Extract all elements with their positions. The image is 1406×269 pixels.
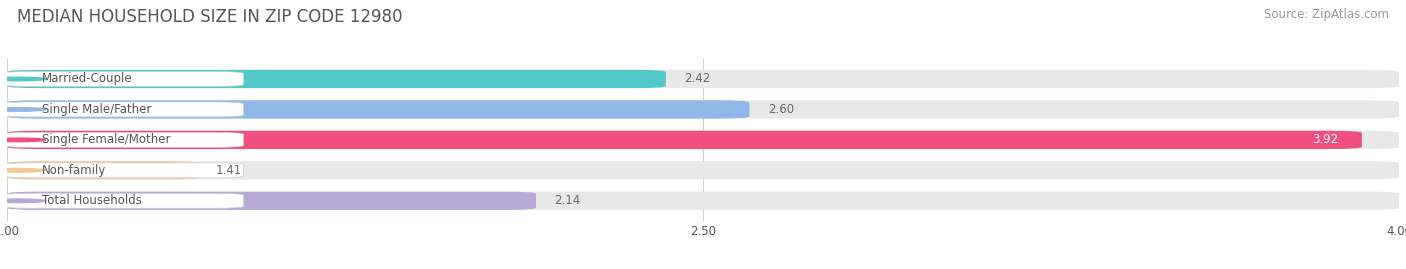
Text: Non-family: Non-family [42,164,107,177]
Circle shape [0,199,45,203]
FancyBboxPatch shape [7,131,1362,149]
Circle shape [0,77,45,81]
Circle shape [0,108,45,111]
Text: 2.60: 2.60 [768,103,794,116]
FancyBboxPatch shape [7,70,666,88]
Text: 2.14: 2.14 [554,194,581,207]
FancyBboxPatch shape [7,161,197,179]
FancyBboxPatch shape [7,100,1399,119]
FancyBboxPatch shape [7,192,1399,210]
FancyBboxPatch shape [3,193,243,208]
Text: 1.41: 1.41 [215,164,242,177]
FancyBboxPatch shape [7,161,1399,179]
FancyBboxPatch shape [7,70,1399,88]
Circle shape [0,169,45,172]
Text: Source: ZipAtlas.com: Source: ZipAtlas.com [1264,8,1389,21]
FancyBboxPatch shape [7,131,1399,149]
Text: Married-Couple: Married-Couple [42,72,132,86]
Text: Single Male/Father: Single Male/Father [42,103,152,116]
Text: MEDIAN HOUSEHOLD SIZE IN ZIP CODE 12980: MEDIAN HOUSEHOLD SIZE IN ZIP CODE 12980 [17,8,402,26]
Text: 3.92: 3.92 [1313,133,1339,146]
FancyBboxPatch shape [3,132,243,147]
FancyBboxPatch shape [7,192,536,210]
FancyBboxPatch shape [3,102,243,117]
Text: Single Female/Mother: Single Female/Mother [42,133,170,146]
Circle shape [0,138,45,142]
FancyBboxPatch shape [3,163,243,178]
Text: Total Households: Total Households [42,194,142,207]
FancyBboxPatch shape [7,100,749,119]
Text: 2.42: 2.42 [685,72,710,86]
FancyBboxPatch shape [3,72,243,86]
